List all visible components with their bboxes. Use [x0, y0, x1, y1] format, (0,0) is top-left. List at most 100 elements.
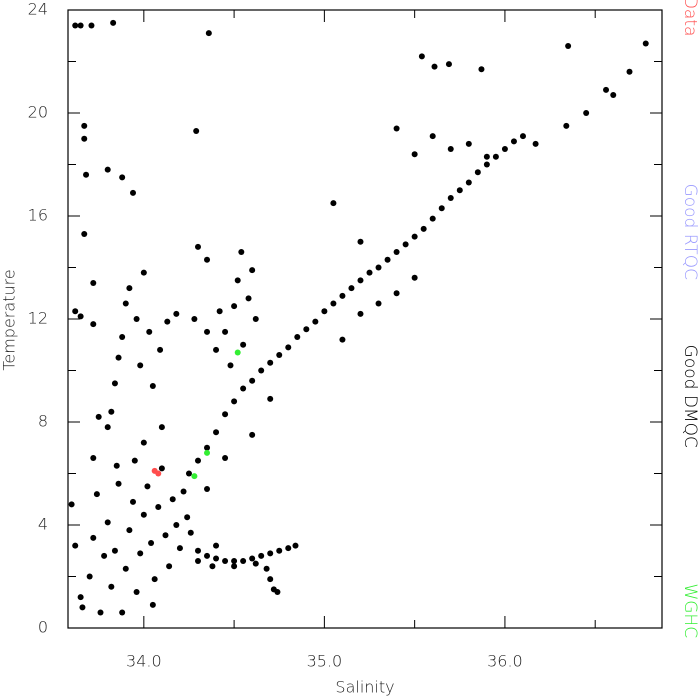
data-point — [140, 269, 147, 276]
data-point — [146, 328, 153, 335]
data-point — [303, 326, 310, 333]
data-point — [194, 547, 201, 554]
data-point — [240, 558, 247, 565]
data-point — [610, 91, 617, 98]
data-point — [133, 316, 140, 322]
data-point — [108, 408, 115, 415]
data-point — [204, 485, 211, 492]
data-point — [252, 560, 259, 567]
legend-label: Good DMQC — [680, 345, 700, 448]
data-point — [252, 316, 259, 322]
data-point — [204, 256, 211, 263]
data-point — [191, 316, 198, 322]
data-point — [81, 231, 88, 238]
data-point — [72, 542, 79, 549]
x-axis-label: Salinity — [335, 678, 394, 697]
data-point — [111, 380, 118, 387]
data-point — [162, 532, 169, 539]
data-point — [492, 153, 499, 160]
data-point — [563, 122, 570, 129]
data-point — [204, 328, 211, 335]
data-point — [603, 86, 610, 93]
data-point — [474, 169, 481, 176]
data-point — [129, 189, 136, 196]
data-point — [93, 491, 100, 498]
data-point — [158, 465, 165, 472]
data-point — [240, 385, 247, 392]
data-point — [642, 40, 649, 47]
data-point — [267, 550, 274, 557]
data-point — [339, 292, 346, 299]
data-point — [393, 125, 400, 132]
data-point — [164, 318, 171, 325]
data-point — [258, 367, 265, 374]
data-point — [292, 542, 299, 549]
data-point — [184, 514, 191, 521]
data-point — [231, 563, 238, 570]
data-point — [249, 431, 256, 438]
y-tick-label: 20 — [28, 103, 48, 122]
data-point — [483, 161, 490, 168]
data-point — [258, 552, 265, 559]
y-tick-label: 0 — [38, 618, 48, 637]
data-point — [213, 542, 220, 549]
data-point — [131, 457, 138, 464]
data-point — [204, 449, 211, 456]
data-point — [81, 122, 88, 129]
data-point — [90, 534, 97, 541]
data-point — [519, 133, 526, 140]
data-point — [185, 470, 192, 477]
data-point — [209, 563, 216, 570]
y-tick-label: 12 — [28, 309, 48, 328]
data-point — [77, 22, 84, 29]
data-point — [204, 444, 211, 451]
data-point — [194, 558, 201, 565]
data-point — [187, 529, 194, 536]
data-point — [626, 68, 633, 75]
data-point — [194, 457, 201, 464]
data-point — [216, 308, 223, 315]
data-point — [375, 300, 382, 307]
data-point — [158, 424, 165, 431]
data-point — [231, 398, 238, 405]
data-point — [366, 269, 373, 276]
data-point — [169, 496, 176, 503]
y-tick-label: 8 — [38, 412, 48, 431]
data-point — [330, 200, 337, 207]
data-point — [191, 473, 198, 480]
data-point — [111, 547, 118, 554]
data-point — [137, 550, 144, 557]
data-point — [194, 243, 201, 250]
data-point — [393, 290, 400, 297]
data-point — [222, 455, 229, 462]
data-point — [72, 308, 79, 315]
data-point — [429, 215, 436, 222]
data-point — [276, 352, 283, 359]
data-point — [72, 22, 79, 29]
data-point — [420, 225, 427, 232]
data-point — [104, 519, 111, 526]
data-point — [126, 527, 133, 534]
data-point — [77, 594, 84, 601]
y-axis-label: Temperature — [0, 269, 19, 370]
data-point — [119, 609, 126, 616]
data-point — [249, 377, 256, 384]
data-point — [384, 256, 391, 263]
data-point — [339, 336, 346, 343]
data-point — [227, 362, 234, 369]
data-point — [276, 547, 283, 554]
data-point — [144, 483, 151, 490]
data-point — [137, 362, 144, 369]
data-point — [133, 588, 140, 595]
legend-label: Good RTQC — [680, 184, 700, 280]
data-point — [375, 264, 382, 271]
data-point — [393, 249, 400, 256]
data-point — [267, 576, 274, 583]
y-tick-label: 4 — [38, 515, 48, 534]
data-point — [222, 411, 229, 418]
data-point — [95, 413, 102, 420]
data-point — [155, 503, 162, 510]
data-point — [90, 455, 97, 462]
data-point — [274, 588, 281, 595]
